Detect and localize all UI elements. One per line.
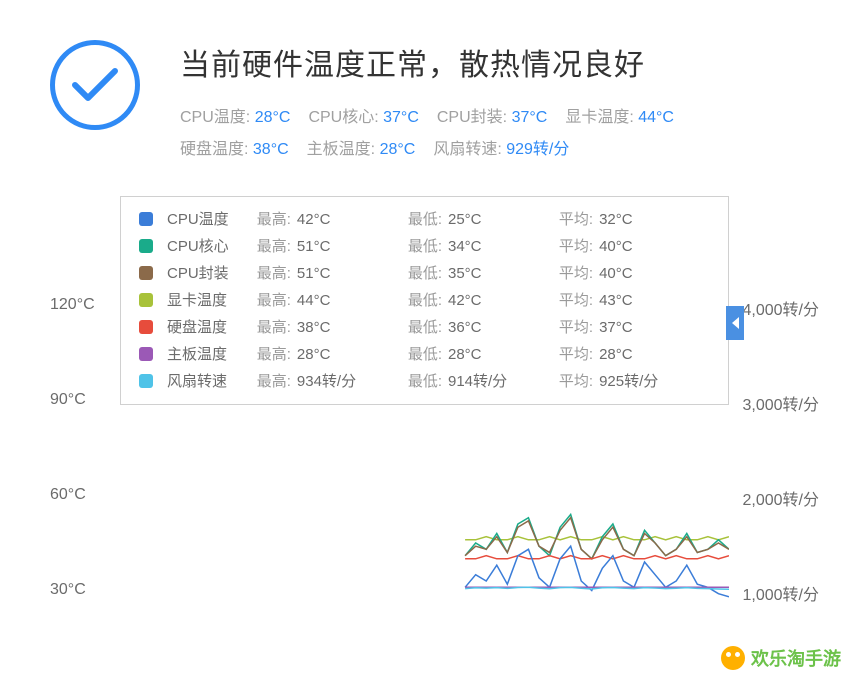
metric-value: 44°C: [638, 109, 674, 126]
metric-value: 37°C: [512, 109, 548, 126]
y-right-tick: 3,000转/分: [743, 391, 820, 415]
legend-stat: 最低:42°C: [408, 289, 559, 310]
chart-area: CPU温度最高:42°C最低:25°C平均:32°CCPU核心最高:51°C最低…: [40, 196, 819, 656]
metric-value: 28°C: [380, 141, 416, 158]
legend-name: 主板温度: [167, 343, 257, 364]
y-left-tick: 120°C: [50, 296, 95, 314]
metric: 硬盘温度: 38°C: [180, 141, 289, 158]
y-right-tick: 1,000转/分: [743, 581, 820, 605]
y-right-tick: 2,000转/分: [743, 486, 820, 510]
metric-label: 主板温度:: [307, 141, 380, 158]
metric: 风扇转速: 929转/分: [433, 141, 569, 158]
metric-label: 硬盘温度:: [180, 141, 253, 158]
metric: 主板温度: 28°C: [307, 141, 416, 158]
legend-row[interactable]: 显卡温度最高:44°C最低:42°C平均:43°C: [121, 286, 728, 313]
legend-stat: 平均:32°C: [559, 208, 710, 229]
legend-name: CPU温度: [167, 208, 257, 229]
legend-stat: 平均:37°C: [559, 316, 710, 337]
legend-stat: 最高:42°C: [257, 208, 408, 229]
metric-value: 929转/分: [506, 141, 569, 158]
legend-stat: 最低:914转/分: [408, 370, 559, 391]
legend-stat: 最高:934转/分: [257, 370, 408, 391]
legend-stat: 最高:38°C: [257, 316, 408, 337]
metric-value: 38°C: [253, 141, 289, 158]
watermark: 欢乐淘手游: [721, 645, 841, 671]
legend-stat: 最低:34°C: [408, 235, 559, 256]
legend-stat: 最高:44°C: [257, 289, 408, 310]
legend-stat: 平均:40°C: [559, 235, 710, 256]
series-line: [465, 515, 729, 559]
y-right-tick: 4,000转/分: [743, 296, 820, 320]
legend-swatch: [139, 239, 153, 253]
legend-name: 显卡温度: [167, 289, 257, 310]
metrics-row-2: 硬盘温度: 38°C 主板温度: 28°C 风扇转速: 929转/分: [180, 134, 819, 166]
legend-collapse-button[interactable]: [726, 306, 744, 340]
series-line: [465, 546, 729, 597]
metric-label: 风扇转速:: [433, 141, 506, 158]
legend-row[interactable]: 风扇转速最高:934转/分最低:914转/分平均:925转/分: [121, 367, 728, 394]
header-text: 当前硬件温度正常，散热情况良好 CPU温度: 28°CCPU核心: 37°CCP…: [180, 40, 819, 166]
metric-label: CPU封装:: [437, 109, 512, 126]
metric: CPU核心: 37°C: [308, 109, 418, 126]
legend-stat: 平均:28°C: [559, 343, 710, 364]
legend-row[interactable]: 主板温度最高:28°C最低:28°C平均:28°C: [121, 340, 728, 367]
legend-stat: 最高:28°C: [257, 343, 408, 364]
legend-stat: 平均:925转/分: [559, 370, 710, 391]
watermark-icon: [721, 646, 745, 670]
watermark-text: 欢乐淘手游: [751, 645, 841, 671]
legend-name: 硬盘温度: [167, 316, 257, 337]
legend-stat: 最低:25°C: [408, 208, 559, 229]
metrics-row-1: CPU温度: 28°CCPU核心: 37°CCPU封装: 37°C显卡温度: 4…: [180, 102, 819, 134]
metric-value: 37°C: [383, 109, 419, 126]
metric: CPU温度: 28°C: [180, 109, 290, 126]
series-line: [465, 556, 729, 559]
legend-stat: 最低:36°C: [408, 316, 559, 337]
legend-stat: 最低:28°C: [408, 343, 559, 364]
metric-value: 28°C: [255, 109, 291, 126]
status-title: 当前硬件温度正常，散热情况良好: [180, 40, 819, 84]
legend-box: CPU温度最高:42°C最低:25°C平均:32°CCPU核心最高:51°C最低…: [120, 196, 729, 405]
metric: CPU封装: 37°C: [437, 109, 547, 126]
status-header: 当前硬件温度正常，散热情况良好 CPU温度: 28°CCPU核心: 37°CCP…: [0, 0, 859, 186]
legend-row[interactable]: CPU温度最高:42°C最低:25°C平均:32°C: [121, 205, 728, 232]
legend-name: 风扇转速: [167, 370, 257, 391]
status-ok-icon: [50, 40, 140, 130]
legend-swatch: [139, 347, 153, 361]
legend-stat: 平均:40°C: [559, 262, 710, 283]
legend-swatch: [139, 374, 153, 388]
legend-stat: 最高:51°C: [257, 262, 408, 283]
legend-swatch: [139, 320, 153, 334]
legend-name: CPU封装: [167, 262, 257, 283]
legend-swatch: [139, 266, 153, 280]
legend-swatch: [139, 293, 153, 307]
legend-stat: 平均:43°C: [559, 289, 710, 310]
legend-swatch: [139, 212, 153, 226]
legend-row[interactable]: CPU核心最高:51°C最低:34°C平均:40°C: [121, 232, 728, 259]
metric: 显卡温度: 44°C: [565, 109, 674, 126]
metric-label: CPU核心:: [308, 109, 383, 126]
y-left-tick: 90°C: [50, 391, 86, 409]
legend-stat: 最低:35°C: [408, 262, 559, 283]
legend-row[interactable]: 硬盘温度最高:38°C最低:36°C平均:37°C: [121, 313, 728, 340]
metric-label: 显卡温度:: [565, 109, 638, 126]
legend-row[interactable]: CPU封装最高:51°C最低:35°C平均:40°C: [121, 259, 728, 286]
y-left-tick: 30°C: [50, 581, 86, 599]
legend-name: CPU核心: [167, 235, 257, 256]
y-left-tick: 60°C: [50, 486, 86, 504]
metric-label: CPU温度:: [180, 109, 255, 126]
legend-stat: 最高:51°C: [257, 235, 408, 256]
